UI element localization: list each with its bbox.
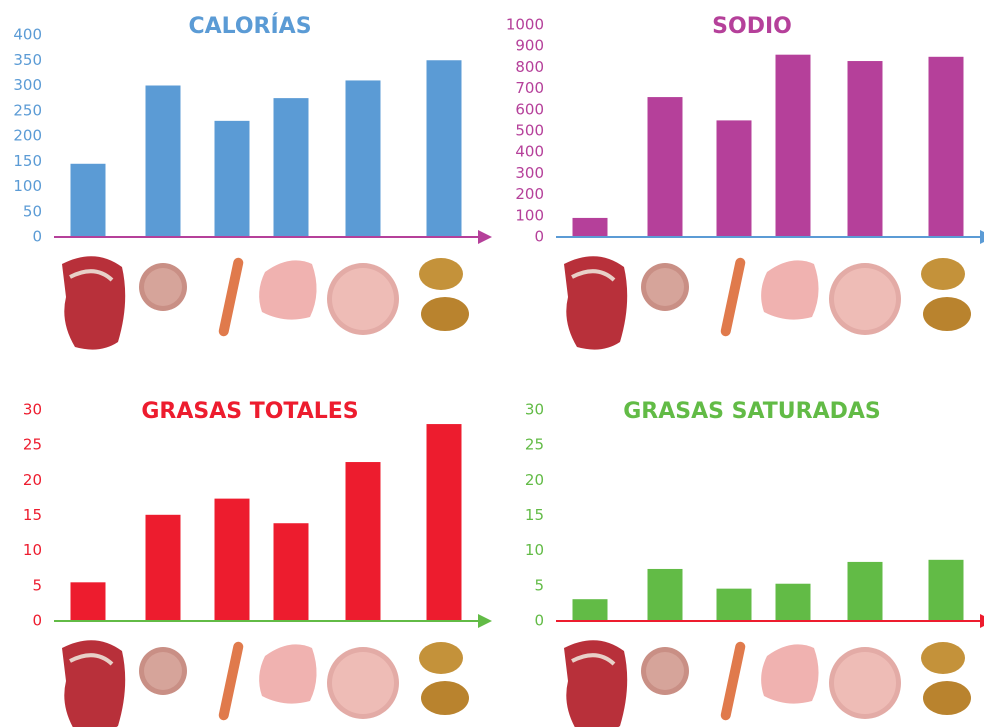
- bar: [847, 61, 883, 237]
- bar: [345, 462, 381, 621]
- y-tick-label: 700: [515, 79, 544, 97]
- y-tick-label: 0: [534, 228, 544, 246]
- y-tick-label: 20: [525, 471, 544, 489]
- y-tick-label: 400: [13, 26, 42, 44]
- y-tick-label: 250: [13, 101, 42, 119]
- bar: [775, 54, 811, 238]
- bar: [572, 599, 608, 621]
- y-tick-label: 800: [515, 58, 544, 76]
- bar: [273, 98, 309, 237]
- bar: [426, 424, 462, 621]
- chart-title: GRASAS TOTALES: [141, 399, 358, 424]
- bar: [847, 561, 883, 621]
- bar: [214, 498, 250, 621]
- y-tick-label: 0: [32, 612, 42, 630]
- bar: [928, 559, 964, 621]
- bar: [426, 60, 462, 237]
- y-tick-label: 50: [23, 202, 42, 220]
- y-tick-label: 5: [534, 576, 544, 594]
- food-images: [60, 638, 471, 727]
- bar: [70, 163, 106, 237]
- y-tick-label: 5: [32, 576, 42, 594]
- bar: [145, 514, 181, 621]
- y-tick-label: 25: [23, 436, 42, 454]
- bar: [273, 523, 309, 621]
- food-images: [562, 254, 973, 352]
- chart-title: GRASAS SATURADAS: [623, 399, 881, 424]
- food-images: [60, 254, 471, 352]
- y-tick-label: 30: [23, 401, 42, 419]
- y-tick-label: 400: [515, 143, 544, 161]
- chart-title: SODIO: [712, 14, 792, 39]
- y-tick-label: 500: [515, 122, 544, 140]
- y-tick-label: 100: [13, 177, 42, 195]
- bar: [775, 583, 811, 621]
- y-tick-label: 1000: [506, 16, 544, 34]
- axis-arrow: [478, 230, 492, 244]
- y-tick-label: 150: [13, 152, 42, 170]
- axis-arrow: [478, 614, 492, 628]
- bar: [70, 582, 106, 621]
- y-tick-label: 200: [13, 127, 42, 145]
- y-tick-label: 900: [515, 37, 544, 55]
- axis-arrow: [980, 614, 984, 628]
- bar: [145, 85, 181, 237]
- bar: [716, 120, 752, 237]
- bar: [928, 56, 964, 237]
- y-tick-label: 20: [23, 471, 42, 489]
- bar: [647, 568, 683, 621]
- y-tick-label: 0: [534, 612, 544, 630]
- bar: [647, 97, 683, 237]
- y-tick-label: 350: [13, 51, 42, 69]
- axis-arrow: [980, 230, 984, 244]
- y-tick-label: 0: [32, 228, 42, 246]
- food-images: [562, 638, 973, 727]
- y-tick-label: 300: [515, 164, 544, 182]
- y-tick-label: 100: [515, 206, 544, 224]
- y-tick-label: 300: [13, 76, 42, 94]
- y-tick-label: 10: [23, 541, 42, 559]
- y-tick-label: 30: [525, 401, 544, 419]
- y-tick-label: 10: [525, 541, 544, 559]
- chart-title: CALORÍAS: [188, 13, 311, 39]
- y-tick-label: 600: [515, 100, 544, 118]
- y-tick-label: 25: [525, 436, 544, 454]
- y-tick-label: 200: [515, 185, 544, 203]
- y-tick-label: 15: [525, 506, 544, 524]
- bar: [572, 217, 608, 237]
- y-tick-label: 15: [23, 506, 42, 524]
- bar: [345, 80, 381, 237]
- bar: [214, 120, 250, 237]
- bar: [716, 588, 752, 621]
